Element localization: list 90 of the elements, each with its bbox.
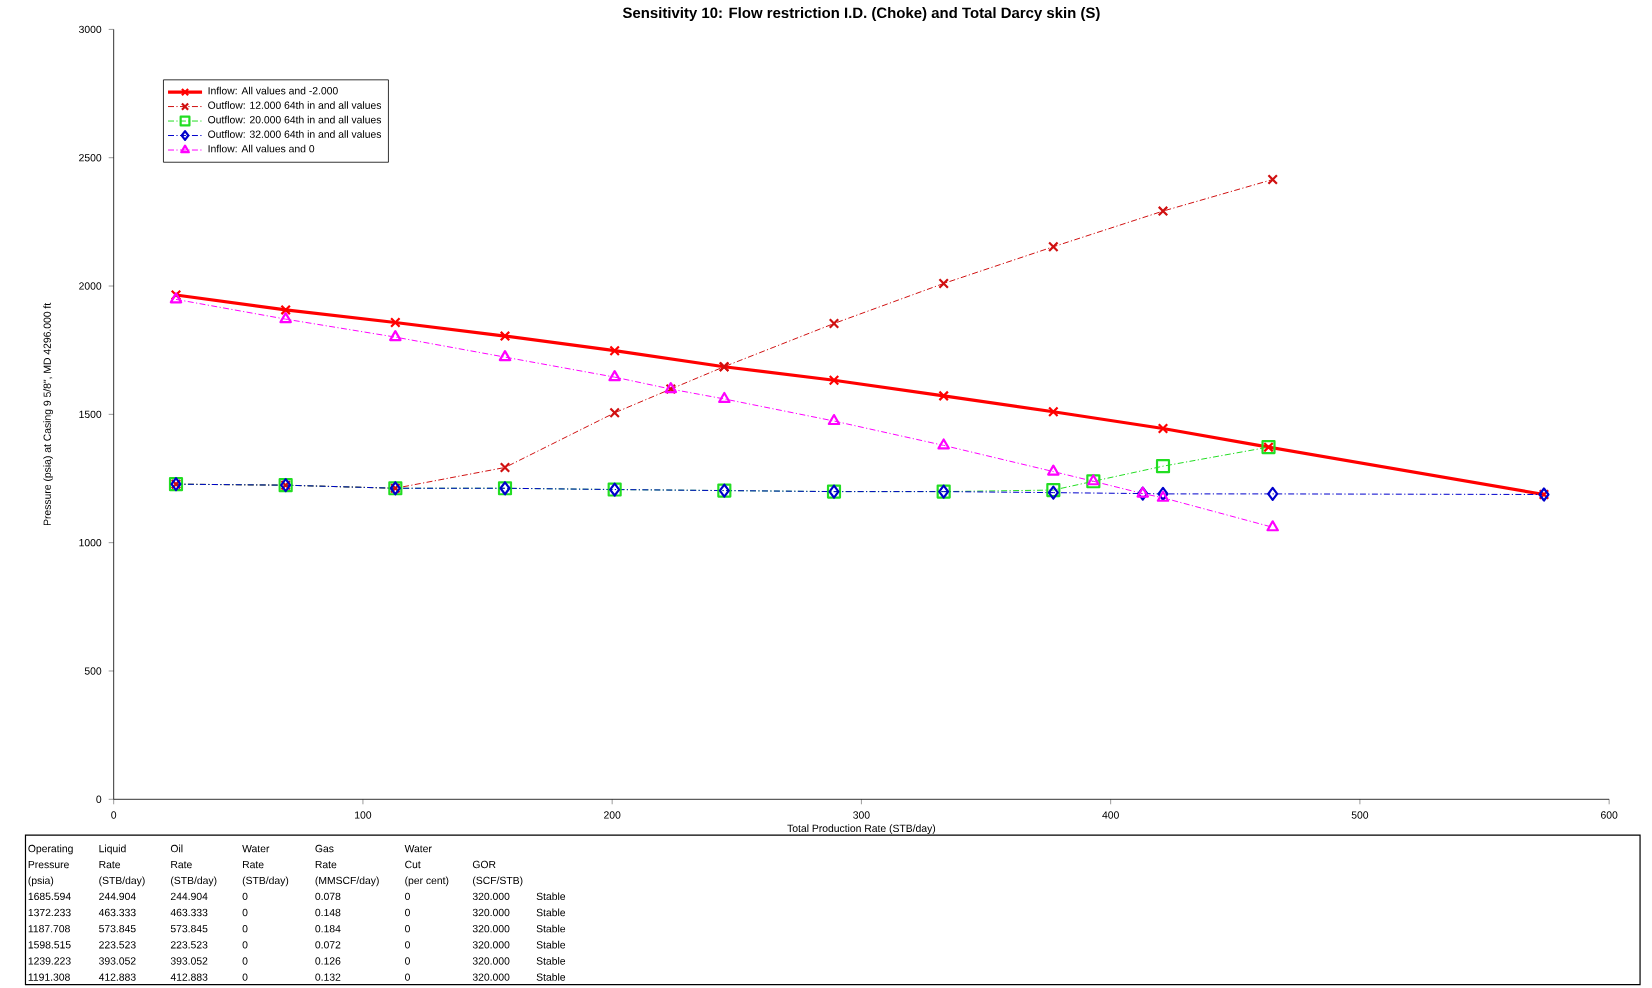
text: 0 [242,909,248,917]
x-tick-label: 200 [604,811,621,819]
text: 0 [242,973,248,981]
legend-label: Outflow: 32.000 64th in and all values [208,130,382,139]
text: Rate [243,861,264,869]
text: 573.845 [99,925,136,933]
x-tick-label: 0 [111,811,117,819]
text: Stable [536,973,566,981]
text: 463.333 [170,909,208,917]
text: Water [242,845,270,853]
text: 320.000 [472,973,510,981]
text: (SCF/STB) [473,876,523,887]
y-tick-label: 0 [96,795,102,804]
y-tick-label: 3000 [79,25,102,34]
text: 1187.708 [28,925,70,933]
text: 463.333 [98,909,136,917]
text: 0.132 [315,973,341,981]
legend-label: Inflow: All values and -2.000 [208,86,338,95]
text: 1685.594 [28,892,71,901]
text: 393.052 [170,957,208,965]
y-tick-label: 2000 [79,282,102,290]
text: 320.000 [472,892,510,901]
text: 1372.233 [28,909,71,917]
text: 0 [405,909,410,917]
text: 320.000 [472,941,510,949]
text: 393.052 [99,957,136,965]
text: Operating [28,844,73,855]
text: 320.000 [472,925,510,933]
text: Rate [315,861,337,869]
text: (psia) [28,876,54,887]
text: 412.883 [170,973,208,981]
text: 1191.308 [28,973,70,981]
text: (STB/day) [242,876,289,887]
text: Rate [99,861,121,869]
text: (MMSCF/day) [315,876,379,887]
text: 0.148 [315,909,341,917]
text: Stable [536,957,566,965]
legend-label: Outflow: 20.000 64th in and all values [208,115,382,124]
text: 0.072 [315,941,341,949]
text: (STB/day) [99,876,145,887]
text: 1598.515 [28,941,71,949]
text: 0 [242,892,248,901]
x-tick-label: 300 [853,811,870,819]
text: 320.000 [472,909,510,917]
text: Stable [536,908,566,917]
text: Water [404,845,432,853]
text: GOR [472,860,496,869]
text: Pressure [28,861,69,869]
text: Rate [171,861,192,869]
y-tick-label: 500 [84,667,102,675]
text: 0 [405,973,410,981]
chart-title: Sensitivity 10: Flow restriction I.D. (Choke) and Total Darcy skin (S) [622,7,1100,22]
legend-label: Outflow: 12.000 64th in and all values [208,101,382,110]
text: Oil [170,844,183,853]
text: 0 [405,925,410,933]
y-tick-label: 2500 [79,154,102,162]
text: 1239.223 [28,957,71,965]
text: Stable [536,924,566,933]
x-tick-label: 100 [355,811,372,819]
text: 244.904 [99,892,136,901]
text: Gas [315,845,334,853]
x-tick-label: 500 [1351,811,1369,819]
y-tick-label: 1000 [79,539,102,547]
text: Stable [536,941,566,949]
text: 0 [405,941,410,949]
text: 320.000 [472,957,510,965]
text: Cut [405,860,421,869]
text: Liquid [99,844,126,855]
text: (per cent) [405,876,449,887]
text: 0 [405,957,410,965]
text: 223.523 [99,941,136,949]
text: 412.883 [98,973,136,981]
text: 223.523 [170,941,208,949]
y-axis-title: Pressure (psia) at Casing 9 5/8", MD 4296.000 ft [43,303,53,526]
text: 0 [242,925,248,933]
text: Stable [536,892,566,901]
text: 0 [405,892,410,901]
y-tick-label: 1500 [79,410,102,419]
x-tick-label: 600 [1601,811,1618,819]
text: 573.845 [170,925,208,933]
text: 0.184 [315,925,341,933]
x-tick-label: 400 [1102,811,1119,819]
text: 0.126 [315,957,341,965]
text: 0.078 [315,892,341,901]
text: (STB/day) [171,876,217,887]
text: 244.904 [170,892,208,901]
legend-label: Inflow: All values and 0 [208,144,315,153]
x-axis-title: Total Production Rate (STB/day) [787,824,936,835]
text: 0 [242,941,248,949]
text: 0 [242,957,248,965]
